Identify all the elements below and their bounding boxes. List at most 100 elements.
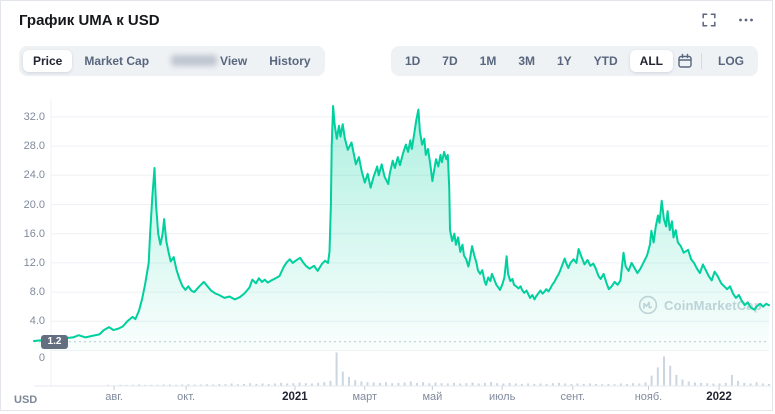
volume-bar <box>193 384 196 386</box>
volume-bar <box>298 382 301 386</box>
volume-bar <box>755 382 758 386</box>
volume-bar <box>539 383 542 386</box>
volume-bar <box>261 383 264 386</box>
volume-bar <box>224 384 227 386</box>
tab-tradingview[interactable]: View <box>161 50 257 72</box>
volume-bar <box>650 375 653 386</box>
volume-bar <box>236 384 239 386</box>
range-1m[interactable]: 1M <box>470 50 507 72</box>
volume-bar <box>601 384 604 386</box>
volume-bar <box>397 382 400 386</box>
volume-bar <box>502 383 505 386</box>
calendar-icon[interactable] <box>675 51 695 71</box>
volume-bar <box>551 383 554 386</box>
volume-bar <box>156 384 159 386</box>
volume-bar <box>520 383 523 386</box>
tab-market-cap[interactable]: Market Cap <box>74 50 159 72</box>
volume-bar <box>144 384 147 386</box>
volume-bar <box>514 383 517 386</box>
time-range-selector: 1D 7D 1M 3M 1Y YTD ALL LOG <box>390 46 758 76</box>
header-icons <box>700 11 756 29</box>
tab-tradingview-label: View <box>220 54 248 68</box>
volume-bar <box>348 376 350 386</box>
volume-bar <box>385 382 388 386</box>
range-7d[interactable]: 7D <box>432 50 467 72</box>
volume-bar <box>280 382 283 386</box>
volume-bar <box>669 365 672 386</box>
volume-bar <box>743 382 746 386</box>
volume-bar <box>125 384 128 386</box>
volume-bar <box>533 383 536 386</box>
volume-bar <box>656 367 659 386</box>
range-1d[interactable]: 1D <box>395 50 430 72</box>
price-line <box>33 105 770 342</box>
log-scale-button[interactable]: LOG <box>708 50 754 72</box>
volume-bar <box>286 383 289 386</box>
volume-bar <box>131 384 134 386</box>
tab-history[interactable]: History <box>259 50 320 72</box>
volume-bar <box>422 382 425 386</box>
volume-bar <box>706 383 709 386</box>
more-options-icon[interactable] <box>736 16 756 24</box>
volume-bar <box>465 383 468 386</box>
volume-bar <box>687 381 690 386</box>
volume-bar <box>459 383 462 386</box>
range-all[interactable]: ALL <box>629 50 673 72</box>
volume-bar <box>545 383 548 386</box>
volume-bar <box>249 383 252 386</box>
volume-bar <box>446 383 449 386</box>
volume-bar <box>582 383 585 386</box>
volume-bar <box>391 383 394 386</box>
volume-bar <box>712 383 715 386</box>
volume-bar <box>564 383 567 386</box>
volume-bar <box>718 383 721 386</box>
price-marker-badge: 1.2 <box>41 334 68 349</box>
volume-bar <box>119 384 122 386</box>
volume-bar <box>138 384 140 386</box>
volume-bar <box>619 383 622 386</box>
volume-bar <box>434 382 437 386</box>
volume-bar <box>199 384 202 386</box>
fullscreen-icon[interactable] <box>700 11 718 29</box>
volume-bar <box>588 383 591 386</box>
volume-bar <box>632 383 635 386</box>
chart-toolbar: Price Market Cap View History 1D 7D 1M 3… <box>19 46 758 76</box>
range-1y[interactable]: 1Y <box>547 50 582 72</box>
volume-bar <box>304 383 307 386</box>
volume-bar <box>749 383 752 386</box>
volume-bar <box>613 384 616 386</box>
volume-bar <box>323 382 326 386</box>
volume-bar <box>428 383 431 386</box>
volume-bar <box>663 356 665 386</box>
volume-bar <box>255 383 258 386</box>
volume-bar <box>273 383 276 386</box>
volume-bar <box>508 382 511 386</box>
price-area-fill <box>34 106 769 351</box>
range-3m[interactable]: 3M <box>508 50 545 72</box>
volume-bar <box>496 383 499 386</box>
volume-bar <box>638 383 641 386</box>
volume-bar <box>724 382 727 386</box>
volume-bar <box>168 384 171 386</box>
volume-bar <box>607 383 610 386</box>
volume-bar <box>768 383 770 386</box>
volume-bar <box>243 383 245 386</box>
volume-bar <box>360 381 363 386</box>
currency-unit-label: USD <box>14 394 38 406</box>
volume-bar <box>150 384 153 386</box>
volume-bar <box>595 383 598 386</box>
volume-bar <box>372 382 375 386</box>
volume-bar <box>409 381 412 386</box>
volume-bar <box>675 374 678 386</box>
volume-bar <box>730 374 733 386</box>
volume-bar <box>162 384 165 386</box>
volume-bar <box>403 382 406 386</box>
volume-bar <box>477 383 480 386</box>
volume-bar <box>366 382 369 386</box>
range-ytd[interactable]: YTD <box>584 50 628 72</box>
volume-bar <box>378 382 381 386</box>
chart-header: График UMA к USD <box>19 9 756 31</box>
tab-price[interactable]: Price <box>23 50 73 72</box>
